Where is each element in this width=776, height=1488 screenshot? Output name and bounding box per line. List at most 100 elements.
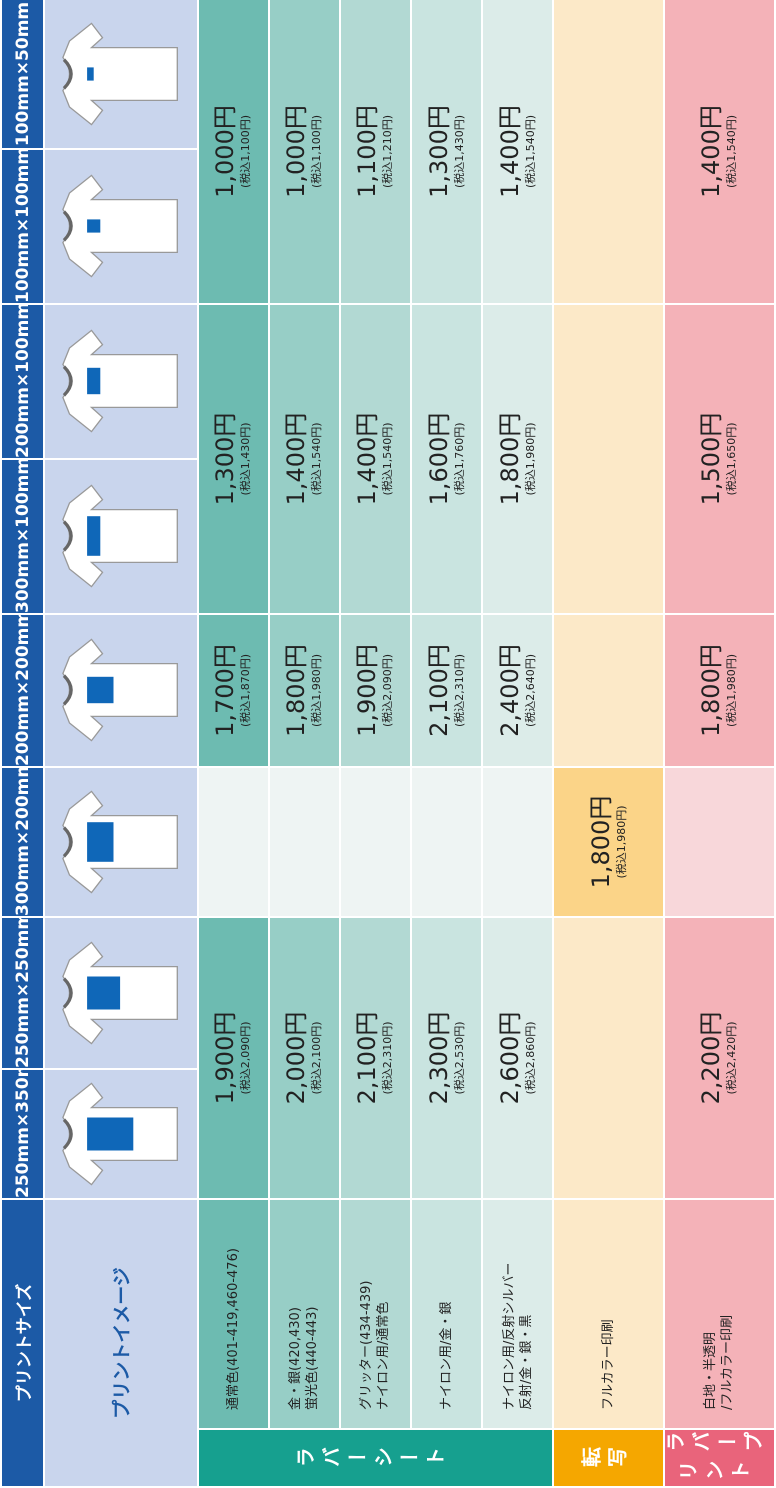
item-name: フルカラー印刷 xyxy=(600,1200,617,1410)
price: 1,400円 xyxy=(284,305,308,613)
group-label: 転写 xyxy=(581,1444,633,1473)
price: 1,300円 xyxy=(427,0,451,303)
price-cell xyxy=(664,767,775,917)
tax: (税込1,870円) xyxy=(237,615,253,766)
price-cell: 2,300円(税込2,530円) xyxy=(411,917,482,1199)
price-cell xyxy=(482,767,553,917)
price-cell: 1,100円(税込1,210円) xyxy=(340,0,411,304)
price-cell: 2,000円(税込2,100円) xyxy=(269,917,340,1199)
item-name-cell: ナイロン用/反射シルバー反射/金・銀・黒 xyxy=(482,1199,553,1429)
size-title: プリントサイズ xyxy=(1,1199,44,1487)
price-cell xyxy=(340,767,411,917)
item-name: 白地・半透明 xyxy=(702,1200,719,1410)
price-cell: 1,800円(税込1,980円) xyxy=(664,614,775,767)
print-area xyxy=(87,220,100,233)
group-label: ラバーシート xyxy=(295,1444,451,1473)
tax: (税込1,540円) xyxy=(308,305,324,613)
price: 1,500円 xyxy=(699,305,723,613)
size-label: 300mm×100mm xyxy=(1,459,44,614)
print-area xyxy=(87,1118,133,1151)
price: 1,800円 xyxy=(699,615,723,766)
tax: (税込2,310円) xyxy=(451,615,467,766)
price-cell xyxy=(411,767,482,917)
print-area xyxy=(87,677,113,703)
price: 2,200円 xyxy=(699,918,723,1198)
tax: (税込1,980円) xyxy=(613,768,629,916)
shirt-cell xyxy=(44,304,197,459)
shirt-icon xyxy=(54,327,184,437)
item-name-cell: 白地・半透明/フルカラー印刷 xyxy=(664,1199,775,1429)
shirt-cell xyxy=(44,0,197,149)
shirt-cell xyxy=(44,459,197,614)
tax: (税込1,540円) xyxy=(522,0,538,303)
tax: (税込2,310円) xyxy=(379,918,395,1198)
item-name: グリッター(434-439) xyxy=(358,1200,375,1410)
shirt-cell xyxy=(44,1069,197,1199)
price: 1,900円 xyxy=(355,615,379,766)
size-label: 200mm×100mm xyxy=(1,304,44,459)
price-cell: 1,800円(税込1,980円) xyxy=(553,767,663,917)
price-cell xyxy=(553,304,663,614)
item-name-cell: グリッター(434-439)ナイロン用/通常色 xyxy=(340,1199,411,1429)
tax: (税込1,650円) xyxy=(723,305,739,613)
shirt-cell xyxy=(44,614,197,767)
print-area xyxy=(87,977,120,1010)
shirt-cell xyxy=(44,917,197,1069)
group-cell: 転写 xyxy=(553,1429,663,1487)
price: 2,600円 xyxy=(498,918,522,1198)
tax: (税込2,530円) xyxy=(451,918,467,1198)
print-area xyxy=(87,822,113,862)
tax: (税込1,430円) xyxy=(451,0,467,303)
price-cell: 2,600円(税込2,860円) xyxy=(482,917,553,1199)
price: 1,400円 xyxy=(498,0,522,303)
group-cell: ラバーシート xyxy=(198,1429,554,1487)
price: 1,100円 xyxy=(355,0,379,303)
tax: (税込2,090円) xyxy=(237,918,253,1198)
shirt-icon xyxy=(54,636,184,746)
price: 1,000円 xyxy=(284,0,308,303)
item-name-cell: ナイロン用/金・銀 xyxy=(411,1199,482,1429)
item-name-cell: 金・銀(420,430)蛍光色(440-443) xyxy=(269,1199,340,1429)
shirt-cell xyxy=(44,767,197,917)
image-title-cell: プリントイメージ xyxy=(44,1199,197,1487)
shirt-icon xyxy=(54,938,184,1048)
tax: (税込2,640円) xyxy=(522,615,538,766)
size-label: 100mm×100mm xyxy=(1,149,44,304)
item-name: 金・銀(420,430) xyxy=(287,1200,304,1410)
print-area xyxy=(87,67,94,80)
print-area xyxy=(87,368,100,394)
shirt-icon xyxy=(54,19,184,129)
price: 1,400円 xyxy=(355,305,379,613)
group-cell: ラバープリント xyxy=(664,1429,775,1487)
price-cell: 1,500円(税込1,650円) xyxy=(664,304,775,614)
price: 2,100円 xyxy=(427,615,451,766)
tax: (税込1,540円) xyxy=(723,0,739,303)
price-cell: 1,800円(税込1,980円) xyxy=(482,304,553,614)
price-cell: 1,900円(税込2,090円) xyxy=(198,917,269,1199)
tax: (税込2,860円) xyxy=(522,918,538,1198)
shirt-icon xyxy=(54,482,184,592)
image-title: プリントイメージ xyxy=(111,1267,133,1419)
data-row: ラバーシート通常色(401-419,460-476)1,900円(税込2,090… xyxy=(198,0,269,1487)
price-cell xyxy=(553,917,663,1199)
price-cell: 1,400円(税込1,540円) xyxy=(664,0,775,304)
data-row: 金・銀(420,430)蛍光色(440-443)2,000円(税込2,100円)… xyxy=(269,0,340,1487)
price: 2,100円 xyxy=(355,918,379,1198)
shirt-icon xyxy=(54,787,184,897)
price-cell: 1,600円(税込1,760円) xyxy=(411,304,482,614)
tax: (税込1,100円) xyxy=(308,0,324,303)
price: 1,700円 xyxy=(213,615,237,766)
print-area xyxy=(87,517,100,557)
tax: (税込1,760円) xyxy=(451,305,467,613)
tax: (税込2,090円) xyxy=(379,615,395,766)
item-name: ナイロン用/金・銀 xyxy=(438,1200,455,1410)
size-label: 100mm×50mm xyxy=(1,0,44,149)
price-cell: 1,900円(税込2,090円) xyxy=(340,614,411,767)
tax: (税込1,210円) xyxy=(379,0,395,303)
price-cell: 1,700円(税込1,870円) xyxy=(198,614,269,767)
shirt-icon xyxy=(54,172,184,282)
item-name-cell: 通常色(401-419,460-476) xyxy=(198,1199,269,1429)
